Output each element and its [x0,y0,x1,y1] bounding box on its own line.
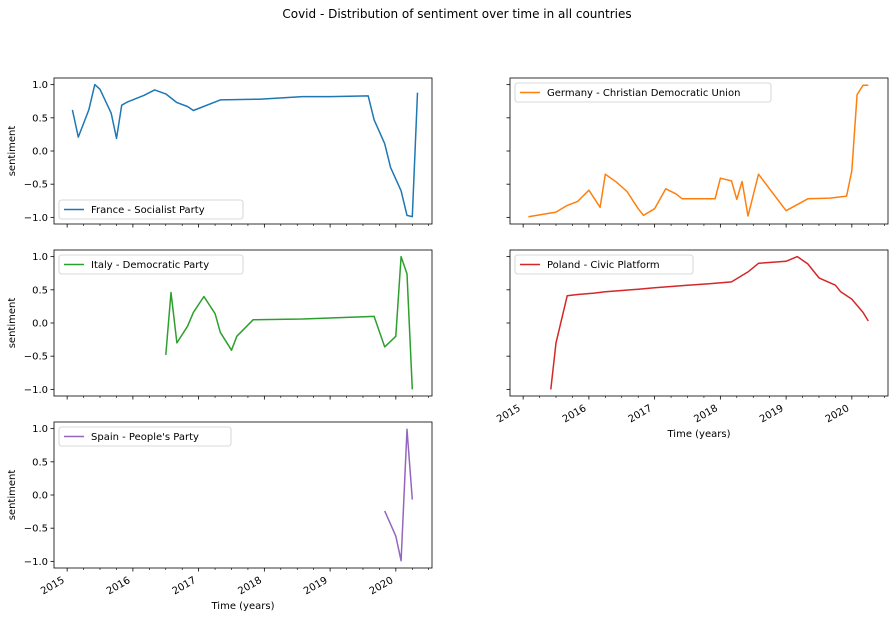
x-tick-label: 2016 [105,575,133,597]
y-axis-label: sentiment [7,126,18,177]
panel-1: 1.0 0.5 0.0 −0.5 −1.0 sentiment France - Socia… [7,77,433,228]
y-axis-label: sentiment [7,470,18,521]
x-tick-label: 2017 [171,575,199,597]
legend: France - Socialist Party [58,199,244,220]
y-tick-label: 1.0 [32,252,48,263]
legend-label: Germany - Christian Democratic Union [547,88,740,99]
x-axis-label: Time (years) [211,601,275,612]
y-tick-label: 0.5 [32,285,48,296]
legend-label: Poland - Civic Platform [547,260,660,271]
y-tick-label: 0.5 [32,113,48,124]
x-axis-label: Time (years) [667,429,731,440]
legend-label: Italy - Democratic Party [91,260,209,271]
x-tick-label: 2017 [627,403,655,425]
panels: 1.0 0.5 0.0 −0.5 −1.0 sentiment France - Socia… [7,77,889,612]
x-tick-label: 2020 [368,575,396,597]
x-tick-label: 2018 [236,575,264,597]
legend-box [58,199,244,220]
legend-box [514,82,772,103]
y-axis-label: sentiment [7,298,18,349]
x-tick-label: 2018 [692,403,720,425]
panel-2: Germany - Christian Democratic Union [506,77,889,228]
legend: Italy - Democratic Party [58,254,244,275]
x-tick-label: 2015 [495,403,523,425]
legend-box [514,254,694,275]
y-tick-label: −1.0 [24,213,48,224]
panel-4: 2015 2016 2017 2018 2019 2020 Time (years) Pola… [495,249,889,440]
x-tick-label: 2015 [39,575,67,597]
y-tick-label: −0.5 [24,352,48,363]
legend-box [58,254,244,275]
x-tick-label: 2019 [302,575,330,597]
x-tick-label: 2020 [824,403,852,425]
series-line [550,255,869,390]
series-line [384,428,414,562]
y-tick-label: 0.0 [32,147,48,158]
x-tick-label: 2019 [758,403,786,425]
legend-label: France - Socialist Party [91,205,205,216]
legend-label: Spain - People's Party [91,432,199,443]
y-tick-label: −1.0 [24,557,48,568]
y-tick-label: 0.0 [32,319,48,330]
panel-3: 1.0 0.5 0.0 −0.5 −1.0 sentiment Italy - Democr… [7,249,433,400]
legend: Poland - Civic Platform [514,254,694,275]
y-tick-label: −1.0 [24,385,48,396]
legend: Spain - People's Party [58,426,232,447]
series-line [528,84,869,218]
panel-5: 1.0 0.5 0.0 −0.5 −1.0 2015 2016 2017 2018 2019 202… [7,421,433,612]
legend-box [58,426,232,447]
series-line [165,255,414,390]
legend: Germany - Christian Democratic Union [514,82,772,103]
y-tick-label: 0.5 [32,457,48,468]
series-line [71,83,419,218]
x-tick-label: 2016 [561,403,589,425]
y-tick-label: −0.5 [24,524,48,535]
y-tick-label: 0.0 [32,491,48,502]
y-tick-label: 1.0 [32,424,48,435]
chart-title: Covid - Distribution of sentiment over t… [282,7,631,21]
y-tick-label: −0.5 [24,180,48,191]
y-tick-label: 1.0 [32,80,48,91]
